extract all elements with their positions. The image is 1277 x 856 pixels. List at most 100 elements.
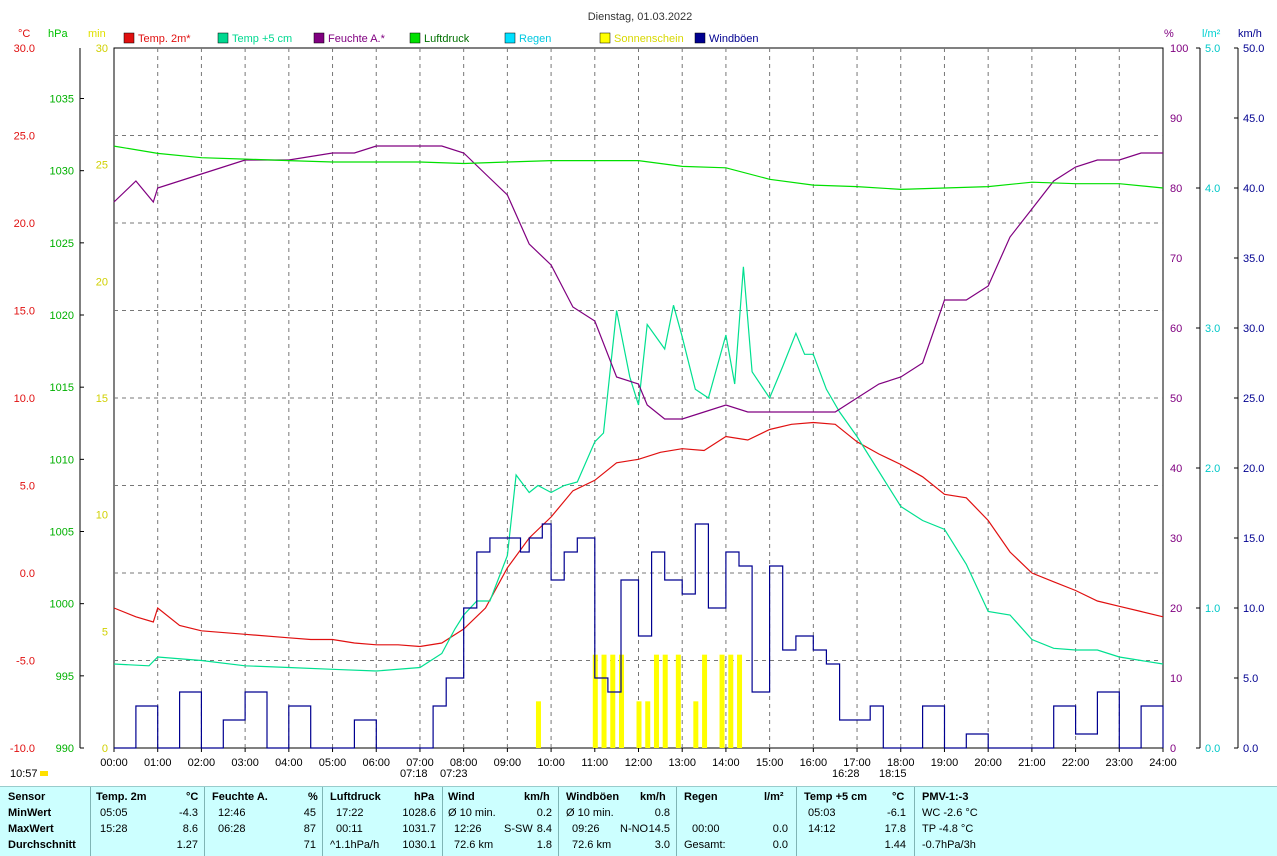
temp5-max-time: 14:12: [808, 823, 836, 835]
humidity-tick: 40: [1170, 463, 1182, 475]
press-avg-val: 1030.1: [402, 839, 436, 851]
sun-tick: 5: [102, 626, 108, 638]
wind-max-time: 12:26: [454, 823, 482, 835]
time-tick: 22:00: [1062, 757, 1090, 769]
legend-label: Regen: [519, 33, 551, 45]
series-temp-5-cm: [113, 266, 1164, 672]
time-tick: 02:00: [188, 757, 216, 769]
temp-tick: 0.0: [20, 568, 35, 580]
rain-tick: 4.0: [1205, 183, 1220, 195]
pressure-tick: 1030: [50, 166, 74, 178]
rain-max-val: 0.0: [772, 823, 788, 835]
wind-min-val: 0.2: [536, 807, 552, 819]
temp2m-max-time: 15:28: [100, 823, 128, 835]
col-gust: Windböen km/h Ø 10 min. 0.8 09:26 N-NO 1…: [558, 787, 677, 856]
wind-tick: 5.0: [1243, 673, 1258, 685]
row-label-avg: Durchschnitt: [8, 839, 76, 851]
series-lines: [113, 145, 1164, 749]
wind-tick: 25.0: [1243, 393, 1264, 405]
sunset-label: 18:15: [879, 768, 907, 780]
chart-title: Dienstag, 01.03.2022: [588, 11, 693, 23]
sunshine-bar: [719, 654, 725, 748]
header-pressure-unit: hPa: [414, 791, 435, 803]
grid: [114, 48, 1163, 748]
sunrise-mark-label: 07:23: [440, 768, 468, 780]
legend-swatch: [313, 32, 325, 44]
rain-tick: 5.0: [1205, 43, 1220, 55]
sun-tick: 30: [96, 43, 108, 55]
sunshine-bar: [737, 654, 743, 748]
timestamp-label: 10:57: [10, 768, 38, 780]
timestamp-marker: [40, 771, 48, 776]
hum-max-val: 87: [303, 823, 316, 835]
row-label-max: MaxWert: [8, 823, 54, 835]
series-luftdruck: [113, 145, 1164, 191]
time-tick: 15:00: [756, 757, 784, 769]
header-pressure: Luftdruck: [330, 791, 381, 803]
press-trend: ^1.1hPa/h: [330, 839, 380, 851]
wind-tick: 40.0: [1243, 183, 1264, 195]
pressure-tick: 1035: [50, 94, 74, 106]
humidity-tick: 70: [1170, 253, 1182, 265]
sun-tick: 20: [96, 276, 108, 288]
sunshine-bar: [653, 654, 659, 748]
time-tick: 08:00: [450, 757, 478, 769]
col-pressure: Luftdruck hPa 17:22 1028.6 00:11 1031.7 …: [322, 787, 443, 856]
header-gust-unit: km/h: [640, 791, 666, 803]
pressure-tick: 1005: [50, 527, 74, 539]
header-pmv: PMV-1:-3: [922, 791, 969, 803]
time-tick: 23:00: [1106, 757, 1134, 769]
header-temp5: Temp +5 cm: [804, 791, 868, 803]
humidity-tick: 20: [1170, 603, 1182, 615]
rain-tick: 2.0: [1205, 463, 1220, 475]
wind-tick: 20.0: [1243, 463, 1264, 475]
legend-swatch: [409, 32, 421, 44]
hum-avg-val: 71: [303, 839, 316, 851]
sunshine-bar: [535, 701, 541, 748]
temp-tick: -10.0: [10, 743, 35, 755]
weather-chart: Dienstag, 01.03.2022 Temp. 2m* Temp +5 cm…: [9, 11, 1265, 780]
temp-tick: 5.0: [20, 481, 35, 493]
sunshine-bars: [535, 654, 743, 748]
sunshine-bar: [645, 701, 651, 748]
sunshine-bar: [693, 701, 699, 748]
time-tick: 06:00: [362, 757, 390, 769]
sunshine-bar: [636, 701, 642, 748]
time-tick: 01:00: [144, 757, 172, 769]
wind-tick: 30.0: [1243, 323, 1264, 335]
press-max-time: 00:11: [336, 823, 363, 835]
rain-tick: 0.0: [1205, 743, 1220, 755]
temp-tick: 25.0: [14, 131, 35, 143]
row-label-min: MinWert: [8, 807, 52, 819]
pressure-tick: 1000: [50, 599, 74, 611]
legend-label: Feuchte A.*: [328, 33, 386, 45]
header-temp2m-unit: °C: [186, 791, 199, 803]
temp5-max-val: 17.8: [884, 823, 906, 835]
wind-tick: 0.0: [1243, 743, 1258, 755]
hum-max-time: 06:28: [218, 823, 246, 835]
temp-tick: 10.0: [14, 393, 35, 405]
press-max-val: 1031.7: [402, 823, 436, 835]
humidity-tick: 80: [1170, 183, 1182, 195]
humidity-unit-label: %: [1164, 28, 1174, 40]
time-tick: 20:00: [974, 757, 1002, 769]
temp-unit-label: °C: [18, 28, 30, 40]
time-tick: 14:00: [712, 757, 740, 769]
time-tick: 05:00: [319, 757, 347, 769]
header-temp5-unit: °C: [892, 791, 905, 803]
time-tick: 07:00: [406, 757, 434, 769]
legend-swatch: [694, 32, 706, 44]
rain-total-label: Gesamt:: [684, 839, 726, 851]
pmv-dewpoint: TP -4.8 °C: [922, 823, 974, 835]
time-tick: 17:00: [843, 757, 871, 769]
temp2m-avg-val: 1.27: [176, 839, 198, 851]
temp5-avg-val: 1.44: [884, 839, 906, 851]
header-sensor: Sensor: [8, 791, 46, 803]
header-gust: Windböen: [566, 791, 620, 803]
series-feuchte-a: [113, 145, 1163, 420]
temp2m-min-time: 05:05: [100, 807, 128, 819]
legend-swatch: [217, 32, 229, 44]
sun-unit-label: min: [88, 28, 106, 40]
pressure-tick: 990: [56, 743, 74, 755]
pmv-windchill: WC -2.6 °C: [922, 807, 978, 819]
